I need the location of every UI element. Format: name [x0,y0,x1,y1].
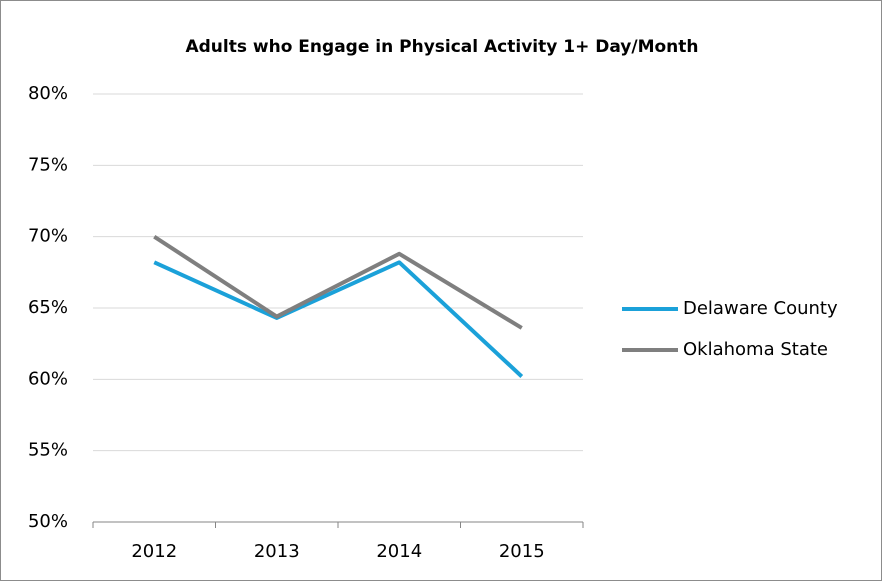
y-tick-label: 60% [28,368,68,389]
x-tick-label: 2014 [376,541,422,562]
legend-label: Oklahoma State [683,339,828,360]
series-line [153,234,523,330]
x-tick-label: 2013 [254,541,300,562]
legend-label: Delaware County [683,298,838,319]
y-tick-label: 75% [28,154,68,175]
series-line [153,260,524,378]
y-tick-label: 50% [28,511,68,532]
x-tick-label: 2012 [131,541,177,562]
y-tick-label: 55% [28,440,68,461]
y-tick-label: 70% [28,226,68,247]
x-tick-label: 2015 [499,541,545,562]
y-tick-label: 80% [28,83,68,104]
y-tick-label: 65% [28,297,68,318]
chart-title: Adults who Engage in Physical Activity 1… [185,37,698,57]
